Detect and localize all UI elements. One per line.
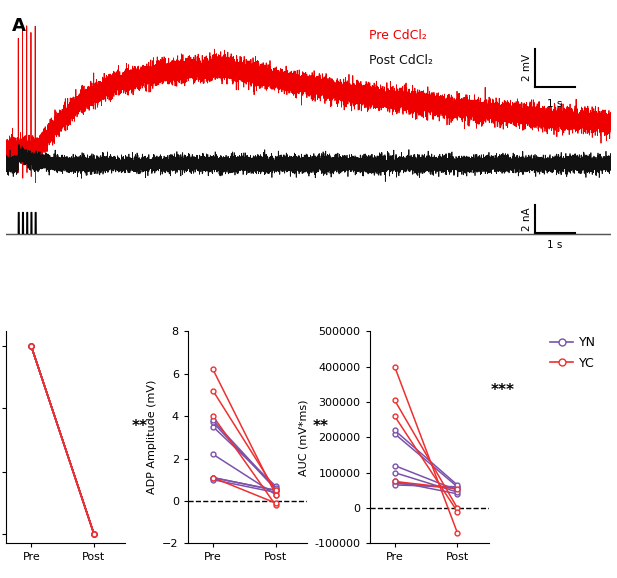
Text: 2 mV: 2 mV xyxy=(522,54,532,81)
Text: Post CdCl₂: Post CdCl₂ xyxy=(369,54,433,66)
Text: A: A xyxy=(12,17,26,35)
Y-axis label: ADP Amplitude (mV): ADP Amplitude (mV) xyxy=(147,380,157,495)
Y-axis label: AUC (mV*ms): AUC (mV*ms) xyxy=(299,399,309,476)
Legend: YN, YC: YN, YC xyxy=(545,331,601,375)
Text: 1 s: 1 s xyxy=(547,99,563,109)
Text: 2 nA: 2 nA xyxy=(522,207,532,231)
Text: **: ** xyxy=(131,419,147,434)
Text: 1 s: 1 s xyxy=(547,240,563,250)
Text: Pre CdCl₂: Pre CdCl₂ xyxy=(369,29,427,42)
Text: **: ** xyxy=(313,419,329,434)
Text: ***: *** xyxy=(491,383,515,398)
